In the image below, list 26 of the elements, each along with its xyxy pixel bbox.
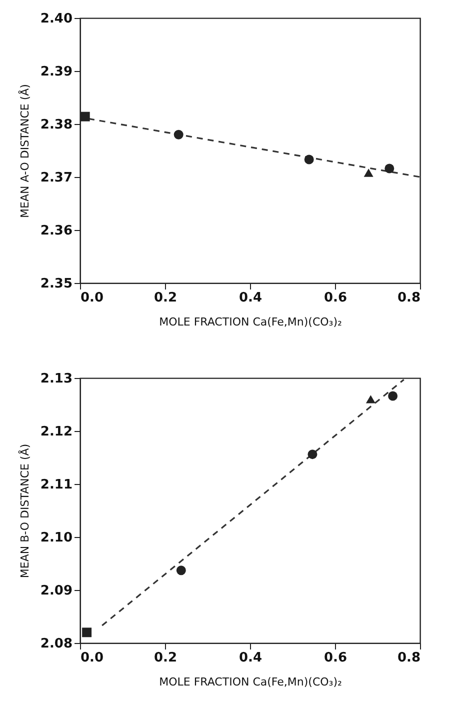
x-tick-label: 0.2 xyxy=(154,290,178,306)
x-tick-label: 0.4 xyxy=(238,650,262,666)
y-tick-label: 2.36 xyxy=(40,224,72,238)
y-tick-label: 2.39 xyxy=(40,64,72,80)
y-tick-label: 2.12 xyxy=(40,424,72,440)
x-tick-label: 0.6 xyxy=(324,650,348,666)
y-tick-label: 2.09 xyxy=(40,584,72,598)
y-tick-label: 2.13 xyxy=(40,372,72,386)
y-tick-label: 2.37 xyxy=(40,170,72,186)
y-tick-label: 2.40 xyxy=(40,12,72,26)
x-tick-label: 0.6 xyxy=(324,290,348,306)
x-axis-title: MOLE FRACTION Ca(Fe,Mn)(CO₃)₂ xyxy=(159,316,342,328)
x-tick-label: 0.0 xyxy=(80,290,104,306)
y-tick-label: 2.11 xyxy=(40,478,72,492)
y-tick-label: 2.08 xyxy=(40,636,72,652)
y-axis-title: MEAN B-O DISTANCE (Å) xyxy=(17,444,32,578)
x-tick-label: 0.2 xyxy=(154,650,178,666)
x-axis-title: MOLE FRACTION Ca(Fe,Mn)(CO₃)₂ xyxy=(159,676,342,688)
x-tick-label: 0.8 xyxy=(397,650,420,666)
y-axis-title: MEAN A-O DISTANCE (Å) xyxy=(17,84,32,218)
y-tick-label: 2.35 xyxy=(40,276,72,292)
x-tick-label: 0.4 xyxy=(238,290,262,306)
x-tick-label: 0.0 xyxy=(80,650,104,666)
y-tick-label: 2.10 xyxy=(40,530,72,546)
x-tick-label: 0.8 xyxy=(397,290,420,306)
y-tick-label: 2.38 xyxy=(40,118,72,132)
